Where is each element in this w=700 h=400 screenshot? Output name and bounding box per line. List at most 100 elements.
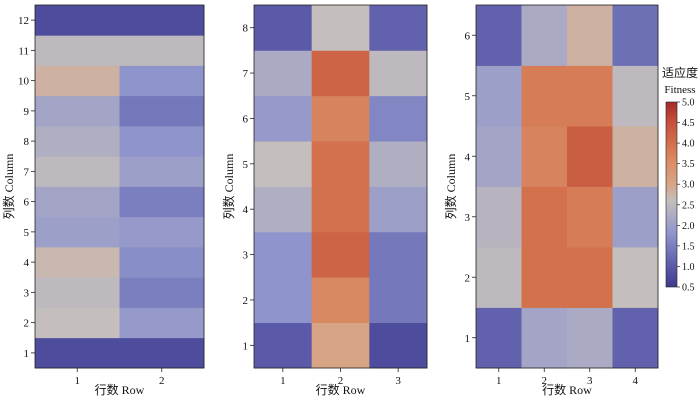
colorbar-title-cn: 适应度 (662, 65, 698, 80)
heatmap-2-cell (254, 5, 313, 51)
heatmap-1-cell (119, 95, 205, 127)
colorbar-tick-label: 5.0 (682, 98, 695, 109)
heatmap-2-cell (254, 141, 313, 187)
heatmap-1-cell (35, 65, 120, 97)
x-tick-label: 3 (587, 375, 593, 387)
heatmap-2-x-label: 行数 Row (316, 382, 366, 397)
heatmap-1-cell (35, 277, 120, 308)
heatmap-2-cell (254, 322, 313, 369)
heatmap-2-cell (369, 277, 428, 324)
heatmap-2-cell (369, 141, 428, 187)
y-tick-label: 9 (24, 106, 30, 118)
heatmap-3-y-label: 列数 Column (443, 154, 458, 220)
y-tick-label: 7 (243, 68, 249, 80)
heatmap-3-cell (521, 186, 568, 248)
y-tick-label: 5 (24, 227, 30, 239)
heatmap-2-cell (254, 186, 313, 233)
heatmap-1-cell (119, 156, 205, 187)
colorbar-ticks: 0.5 1.0 1.5 2.0 2.5 3.0 3.5 4.0 4.5 5.0 (677, 98, 695, 294)
y-tick-label: 3 (24, 287, 30, 299)
heatmap-3-cell (612, 126, 659, 187)
heatmap-3-cell (567, 65, 613, 127)
heatmap-2-cell (369, 5, 428, 51)
colorbar: 适应度 Fitness 0.5 1.0 1.5 2.0 2.5 3.0 3.5 4.0 4.5 5… (662, 65, 698, 294)
heatmap-1-cell (119, 307, 205, 339)
colorbar-tick-label: 2.0 (682, 221, 695, 232)
heatmap-1-cell (35, 247, 120, 278)
y-tick-label: 5 (243, 159, 249, 171)
heatmap-2-cell (254, 277, 313, 324)
heatmap-3-cell (521, 247, 568, 308)
heatmap-2-cell (311, 186, 370, 233)
heatmap-2-cell (311, 5, 370, 51)
x-tick-label: 2 (159, 375, 165, 387)
heatmap-2-cell (254, 231, 313, 278)
heatmap-3-cells (476, 5, 659, 369)
x-tick-label: 4 (633, 375, 639, 387)
heatmap-1-cell (35, 156, 120, 187)
colorbar-tick-label: 1.0 (682, 262, 695, 273)
heatmap-1-cell (119, 35, 205, 66)
heatmap-1-cell (119, 126, 205, 157)
colorbar-tick-label: 0.5 (682, 283, 695, 294)
y-tick-label: 2 (243, 295, 249, 307)
heatmap-panel-2: 1 2 3 1 2 3 4 5 6 7 8 行数 Row 列数 Column (221, 4, 428, 397)
x-tick-label: 2 (338, 375, 344, 387)
y-tick-label: 1 (24, 348, 30, 360)
heatmap-3-cell (521, 307, 568, 369)
y-tick-label: 6 (24, 197, 30, 209)
heatmap-2-cell (254, 50, 313, 97)
heatmap-3-cell (612, 186, 659, 248)
heatmap-2-cell (369, 231, 428, 278)
heatmap-3-cell (521, 5, 568, 66)
heatmap-3-cell (476, 126, 522, 187)
heatmap-3-x-label: 行数 Row (542, 382, 592, 397)
heatmap-2-cell (311, 322, 370, 369)
y-tick-label: 4 (243, 204, 249, 216)
colorbar-gradient (665, 101, 678, 288)
heatmap-2-y-ticks: 1 2 3 4 5 6 7 8 (243, 23, 254, 352)
heatmap-3-cell (476, 247, 522, 308)
heatmap-2-cell (369, 186, 428, 233)
heatmap-3-cell (476, 307, 522, 369)
heatmap-2-x-ticks: 1 2 3 (280, 368, 401, 387)
heatmap-2-cell (254, 95, 313, 142)
heatmap-3-cell (612, 307, 659, 369)
y-tick-label: 8 (243, 23, 249, 35)
heatmap-1-cell (119, 216, 205, 248)
heatmap-1-cell (35, 216, 120, 248)
colorbar-tick-label: 3.0 (682, 180, 695, 191)
heatmap-1-cell (119, 5, 205, 36)
y-tick-label: 1 (243, 340, 249, 352)
heatmap-1-cell (35, 5, 120, 36)
heatmap-1-cell (119, 337, 205, 369)
y-tick-label: 12 (18, 15, 29, 27)
colorbar-title-en: Fitness (664, 84, 695, 96)
heatmap-3-cell (476, 5, 522, 66)
heatmap-2-cell (369, 322, 428, 369)
heatmap-3-cell (567, 247, 613, 308)
heatmap-1-cell (119, 186, 205, 218)
x-tick-label: 3 (395, 375, 401, 387)
colorbar-tick-label: 3.5 (682, 159, 695, 170)
y-tick-label: 6 (465, 30, 471, 42)
heatmap-3-cell (567, 307, 613, 369)
colorbar-tick-label: 2.5 (682, 200, 695, 211)
heatmap-1-x-label: 行数 Row (95, 382, 145, 397)
heatmap-1-cell (119, 247, 205, 278)
heatmap-2-cell (311, 141, 370, 187)
y-tick-label: 2 (465, 272, 471, 284)
colorbar-tick-label: 4.0 (682, 139, 695, 150)
x-tick-label: 2 (542, 375, 548, 387)
y-tick-label: 3 (243, 250, 249, 262)
heatmap-3-cell (612, 65, 659, 127)
heatmap-2-cell (311, 277, 370, 324)
heatmap-1-cell (35, 186, 120, 218)
heatmap-2-cell (369, 50, 428, 97)
colorbar-tick-label: 1.5 (682, 241, 695, 252)
heatmap-3-cell (567, 186, 613, 248)
